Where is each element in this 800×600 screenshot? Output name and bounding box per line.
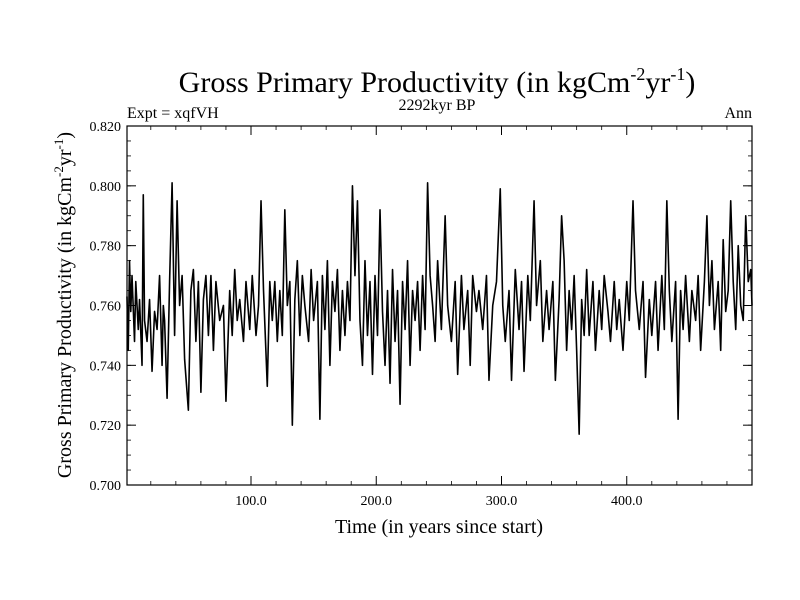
x-tick-label: 200.0 [360, 494, 392, 509]
x-tick-label: 400.0 [611, 494, 643, 509]
chart-title: Gross Primary Productivity (in kgCm-2yr-… [179, 64, 696, 99]
subtitle-period: 2292kyr BP [399, 97, 476, 114]
x-axis-ticks: 100.0 200.0 300.0 400.0 [150, 126, 728, 509]
y-tick-label: 0.720 [90, 419, 122, 434]
y-tick-label: 0.700 [90, 479, 122, 494]
subtitle-season: Ann [724, 105, 752, 122]
y-tick-label: 0.820 [90, 120, 122, 135]
subtitle-experiment: Expt = xqfVH [127, 105, 219, 122]
series-group [126, 182, 753, 435]
y-axis-label: Gross Primary Productivity (in kgCm-2yr-… [51, 132, 76, 478]
y-tick-label: 0.800 [90, 180, 122, 195]
x-axis-label: Time (in years since start) [335, 516, 543, 538]
y-tick-label: 0.760 [90, 300, 122, 315]
y-tick-label: 0.740 [90, 359, 122, 374]
x-tick-label: 100.0 [235, 494, 267, 509]
y-tick-label: 0.780 [90, 240, 122, 255]
series-line-gpp [126, 182, 753, 435]
x-tick-label: 300.0 [486, 494, 518, 509]
